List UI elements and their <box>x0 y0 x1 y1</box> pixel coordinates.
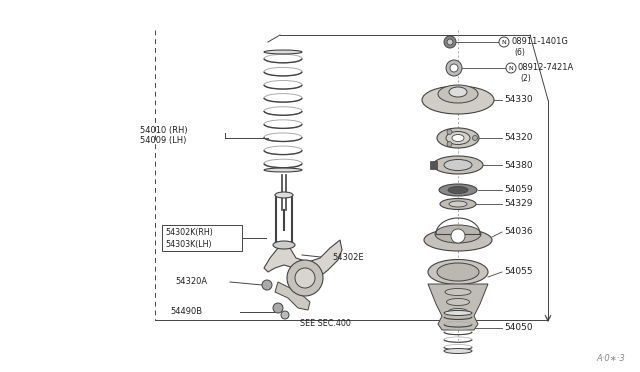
Ellipse shape <box>422 86 494 114</box>
Text: 54302K(RH): 54302K(RH) <box>165 228 213 237</box>
Ellipse shape <box>452 135 464 141</box>
Ellipse shape <box>435 225 481 243</box>
Text: (6): (6) <box>514 48 525 58</box>
Text: 54050: 54050 <box>504 324 532 333</box>
Text: 54380: 54380 <box>504 160 532 170</box>
Text: (2): (2) <box>520 74 531 83</box>
Ellipse shape <box>433 156 483 174</box>
Circle shape <box>506 63 516 73</box>
Ellipse shape <box>438 85 478 103</box>
Text: SEE SEC.400: SEE SEC.400 <box>300 320 351 328</box>
Text: 08912-7421A: 08912-7421A <box>518 64 574 73</box>
Circle shape <box>447 39 453 45</box>
Circle shape <box>446 60 462 76</box>
Circle shape <box>287 260 323 296</box>
Text: 54330: 54330 <box>504 96 532 105</box>
Circle shape <box>450 64 458 72</box>
Text: 54302E: 54302E <box>332 253 364 263</box>
Circle shape <box>447 142 452 147</box>
Text: 54055: 54055 <box>504 267 532 276</box>
Ellipse shape <box>437 263 479 281</box>
Circle shape <box>499 37 509 47</box>
Circle shape <box>262 280 272 290</box>
Circle shape <box>472 135 477 141</box>
Bar <box>162 225 242 251</box>
Circle shape <box>447 129 452 134</box>
Ellipse shape <box>440 199 476 209</box>
Ellipse shape <box>446 131 470 144</box>
Text: 08911-1401G: 08911-1401G <box>511 38 568 46</box>
Ellipse shape <box>445 289 471 295</box>
Circle shape <box>295 268 315 288</box>
Ellipse shape <box>273 241 295 249</box>
Ellipse shape <box>444 311 472 315</box>
Text: 54009 (LH): 54009 (LH) <box>140 135 186 144</box>
Ellipse shape <box>448 186 468 193</box>
Polygon shape <box>275 282 310 310</box>
Text: 54490B: 54490B <box>170 308 202 317</box>
Ellipse shape <box>444 349 472 353</box>
Ellipse shape <box>264 168 302 172</box>
Ellipse shape <box>448 308 468 315</box>
Text: 54036: 54036 <box>504 228 532 237</box>
Polygon shape <box>264 240 342 278</box>
Ellipse shape <box>428 260 488 285</box>
Text: A·0∗·3: A·0∗·3 <box>596 354 625 363</box>
Ellipse shape <box>447 298 470 305</box>
Text: 54320A: 54320A <box>175 278 207 286</box>
Text: 54010 (RH): 54010 (RH) <box>140 125 188 135</box>
Text: 54329: 54329 <box>504 199 532 208</box>
Circle shape <box>273 303 283 313</box>
Bar <box>430 161 437 169</box>
Circle shape <box>444 36 456 48</box>
Ellipse shape <box>264 50 302 54</box>
Text: 54303K(LH): 54303K(LH) <box>165 240 212 248</box>
Ellipse shape <box>437 128 479 148</box>
Text: N: N <box>502 39 506 45</box>
Ellipse shape <box>449 201 467 207</box>
Ellipse shape <box>424 229 492 251</box>
Circle shape <box>451 229 465 243</box>
Ellipse shape <box>439 184 477 196</box>
Circle shape <box>281 311 289 319</box>
Ellipse shape <box>449 87 467 97</box>
Ellipse shape <box>275 192 293 198</box>
Polygon shape <box>428 284 488 330</box>
Ellipse shape <box>444 160 472 170</box>
Text: N: N <box>509 65 513 71</box>
Text: 54059: 54059 <box>504 186 532 195</box>
Text: 54320: 54320 <box>504 134 532 142</box>
